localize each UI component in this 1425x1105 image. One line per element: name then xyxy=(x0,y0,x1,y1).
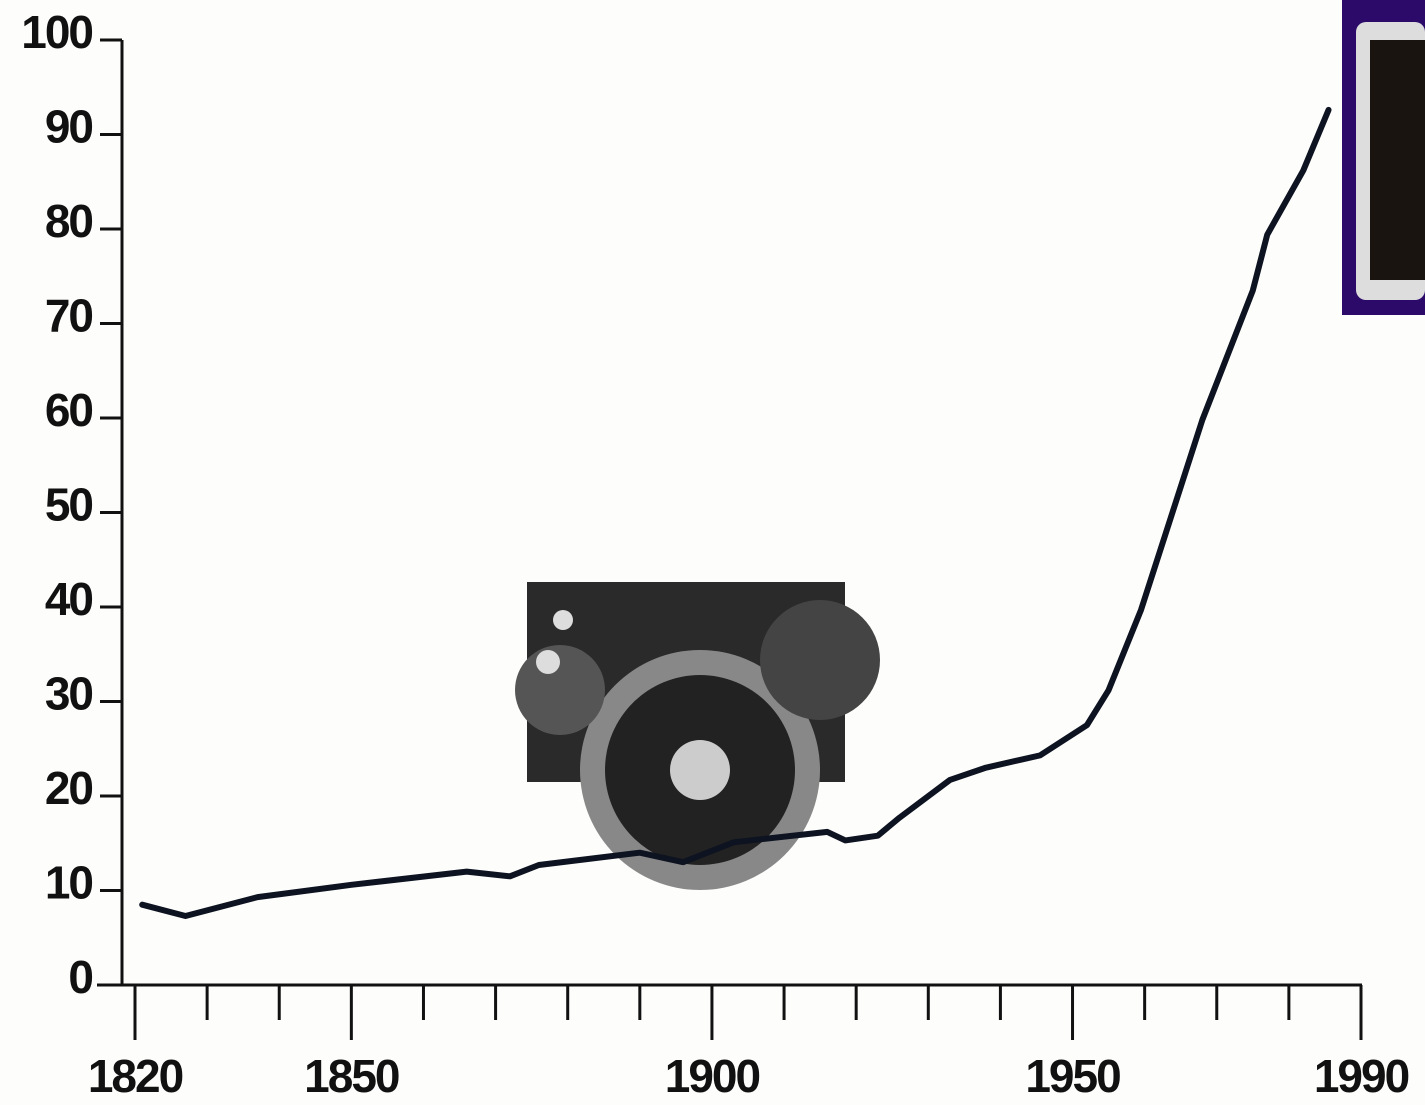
gears-photo xyxy=(515,582,880,890)
x-tick-label: 1850 xyxy=(304,1050,399,1102)
x-tick-label: 1950 xyxy=(1025,1050,1120,1102)
x-tick-label: 1820 xyxy=(88,1050,183,1102)
data-line xyxy=(139,106,1332,920)
y-tick-label: 40 xyxy=(45,573,93,625)
y-tick-label: 10 xyxy=(45,857,93,909)
y-tick-label: 100 xyxy=(21,6,92,58)
y-tick-label: 80 xyxy=(45,195,93,247)
y-tick-label: 20 xyxy=(45,762,93,814)
y-tick-label: 60 xyxy=(45,384,93,436)
webcam-inset xyxy=(1342,0,1425,315)
y-tick-label: 70 xyxy=(45,290,93,342)
x-tick-label: 1990 xyxy=(1314,1050,1409,1102)
y-tick-label: 50 xyxy=(45,479,93,531)
y-tick-label: 30 xyxy=(45,668,93,720)
x-tick-label: 1900 xyxy=(665,1050,760,1102)
y-tick-label: 90 xyxy=(45,101,93,153)
y-tick-label: 0 xyxy=(68,951,92,1003)
